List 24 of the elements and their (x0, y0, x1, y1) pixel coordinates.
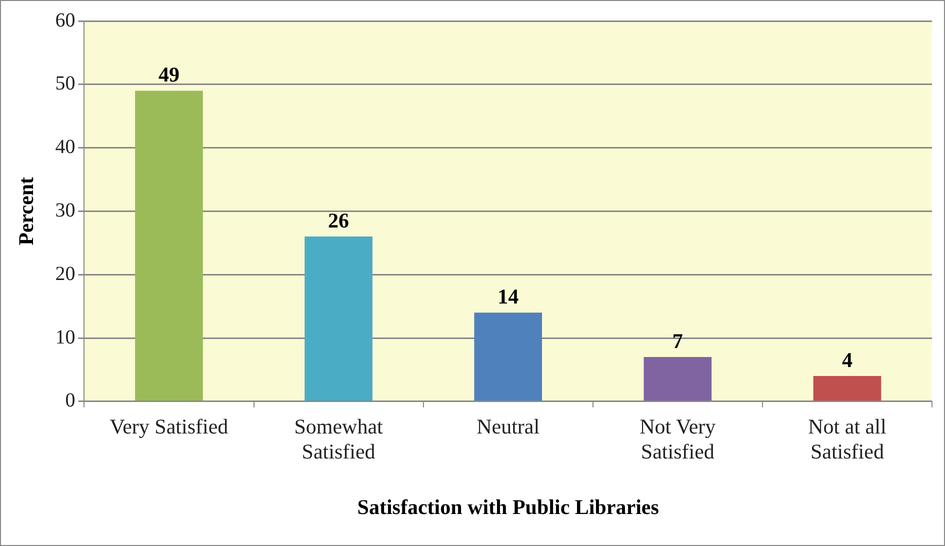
x-tick-label: Somewhat Satisfied (294, 414, 384, 464)
data-label: 26 (328, 208, 350, 232)
x-tick-label: Neutral (476, 414, 540, 439)
y-tick-label: 40 (55, 136, 76, 158)
y-tick-label: 10 (55, 326, 76, 348)
bar (474, 312, 542, 401)
y-axis-title: Percent (14, 176, 38, 246)
x-axis-title: Satisfaction with Public Libraries (357, 494, 659, 519)
y-tick-label: 30 (55, 199, 76, 222)
x-tick-label: Very Satisfied (110, 414, 229, 439)
x-tick-label: Not Very Satisfied (640, 414, 716, 464)
bar (304, 236, 372, 401)
data-label: 7 (672, 328, 683, 353)
x-tick-label: Not at all Satisfied (808, 414, 886, 464)
y-tick-label: 0 (65, 390, 76, 412)
y-tick-label: 50 (55, 72, 76, 95)
data-label: 14 (498, 284, 520, 309)
bar (644, 357, 712, 401)
bar (135, 90, 203, 401)
bar (813, 376, 882, 401)
data-label: 4 (842, 348, 853, 372)
y-tick-label: 60 (55, 9, 76, 32)
data-label: 49 (158, 62, 180, 87)
y-tick-label: 20 (55, 262, 76, 285)
